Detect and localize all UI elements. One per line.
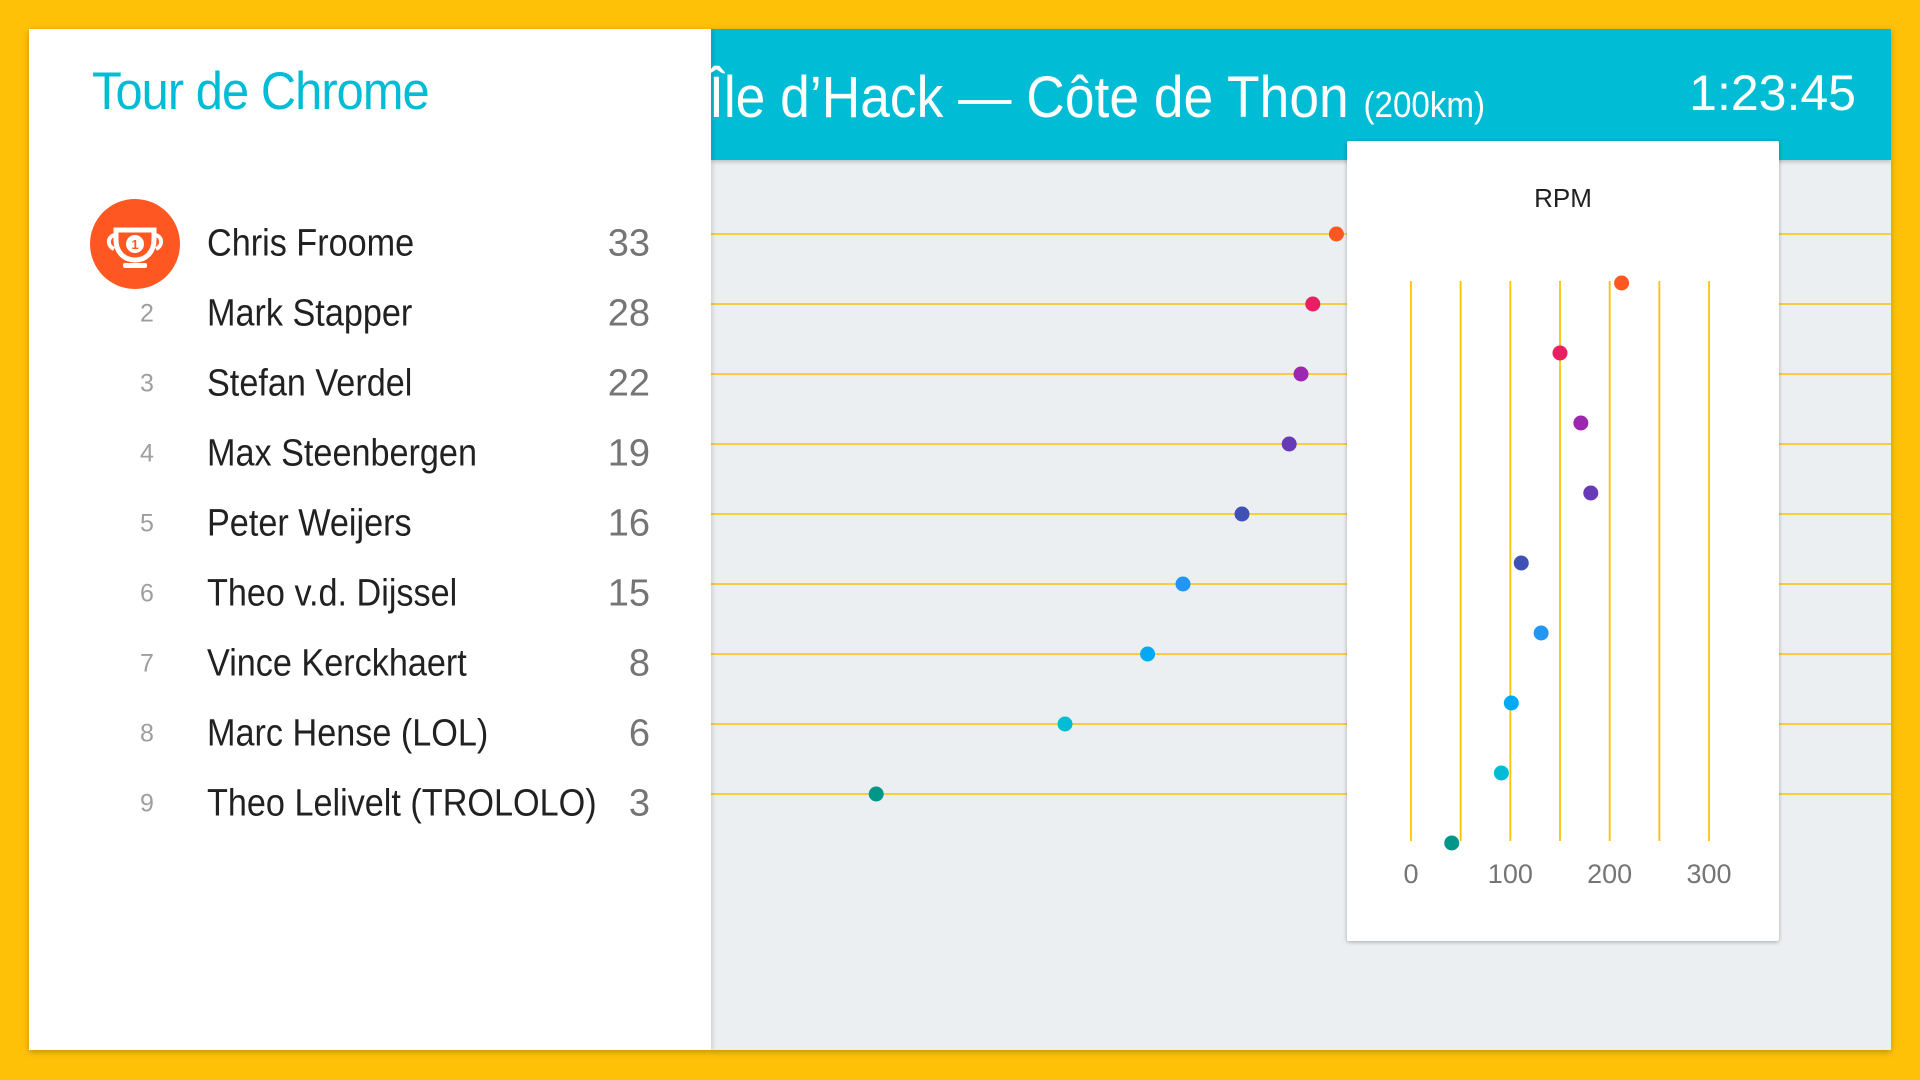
x-tick-label: 0 xyxy=(1403,859,1418,889)
rider-score: 15 xyxy=(607,572,650,615)
rider-score: 6 xyxy=(628,712,650,755)
rider-name: Mark Stapper xyxy=(207,292,413,335)
rider-score: 22 xyxy=(607,362,650,405)
stage-title: Île d’Hack — Côte de Thon (200km) xyxy=(709,64,1485,131)
rider-rank: 2 xyxy=(140,299,154,328)
rider-row[interactable]: 8 Marc Hense (LOL) 6 xyxy=(29,699,711,769)
rider-name: Stefan Verdel xyxy=(207,362,413,405)
stage-distance: (200km) xyxy=(1363,84,1485,125)
stage-name: Île d’Hack — Côte de Thon xyxy=(709,65,1349,130)
rider-score: 8 xyxy=(628,642,650,685)
race-track-lines xyxy=(711,226,1891,802)
rider-rank: 7 xyxy=(140,649,154,678)
rider-position-marker[interactable] xyxy=(1293,366,1309,382)
rider-rank: 3 xyxy=(140,369,154,398)
rpm-point xyxy=(1614,275,1630,291)
rider-position-marker[interactable] xyxy=(1305,296,1321,312)
rpm-chart: 0 100 200 300 xyxy=(1403,275,1732,889)
rider-row[interactable]: 1 Chris Froome 33 xyxy=(29,199,711,289)
rider-row[interactable]: 3 Stefan Verdel 22 xyxy=(29,349,711,419)
rider-position-marker[interactable] xyxy=(868,786,884,802)
rider-position-marker[interactable] xyxy=(1057,716,1073,732)
app-title: Tour de Chrome xyxy=(92,62,430,121)
rider-row[interactable]: 9 Theo Lelivelt (TROLOLO) 3 xyxy=(29,769,711,839)
race-timer: 1:23:45 xyxy=(1689,65,1856,121)
rpm-point xyxy=(1513,555,1529,571)
rider-position-marker[interactable] xyxy=(1140,646,1156,662)
rpm-point xyxy=(1583,485,1599,501)
rider-name: Chris Froome xyxy=(207,222,415,265)
rpm-point xyxy=(1533,625,1549,641)
rider-position-marker[interactable] xyxy=(1175,576,1191,592)
rider-score: 33 xyxy=(607,222,650,265)
rpm-point xyxy=(1552,345,1568,361)
leaderboard-panel: Tour de Chrome 1 Chris Froome 33 2 Mark Stap… xyxy=(29,29,711,1050)
rider-score: 3 xyxy=(628,782,650,825)
rider-rank: 5 xyxy=(140,509,154,538)
rider-rank: 4 xyxy=(140,439,154,468)
x-tick-label: 200 xyxy=(1587,859,1632,889)
rider-position-marker[interactable] xyxy=(1281,436,1297,452)
rider-position-marker[interactable] xyxy=(1234,506,1250,522)
rider-score: 28 xyxy=(607,292,650,335)
rider-row[interactable]: 6 Theo v.d. Dijssel 15 xyxy=(29,559,711,629)
rpm-chart-card: RPM 0 100 200 300 xyxy=(1347,141,1779,941)
rider-row[interactable]: 2 Mark Stapper 28 xyxy=(29,279,711,349)
rider-rank: 9 xyxy=(140,789,154,818)
rpm-point xyxy=(1493,765,1509,781)
rider-name: Theo Lelivelt (TROLOLO) xyxy=(207,782,597,825)
rpm-point xyxy=(1503,695,1519,711)
chart-title: RPM xyxy=(1534,183,1592,213)
rider-position-marker[interactable] xyxy=(1328,226,1344,242)
rider-row[interactable]: 7 Vince Kerckhaert 8 xyxy=(29,629,711,699)
rider-score: 16 xyxy=(607,502,650,545)
rider-row[interactable]: 4 Max Steenbergen 19 xyxy=(29,419,711,489)
trophy-rank-label: 1 xyxy=(131,237,138,252)
app-frame: Île d’Hack — Côte de Thon (200km) 1:23:4… xyxy=(29,29,1891,1050)
rider-name: Marc Hense (LOL) xyxy=(207,712,489,755)
rider-name: Theo v.d. Dijssel xyxy=(207,572,458,615)
rider-name: Peter Weijers xyxy=(207,502,412,545)
rider-rank: 6 xyxy=(140,579,154,608)
x-tick-label: 100 xyxy=(1488,859,1533,889)
rpm-point xyxy=(1444,835,1460,851)
stage-header xyxy=(711,29,1891,160)
trophy-icon: 1 xyxy=(90,199,180,289)
rider-rank: 8 xyxy=(140,719,154,748)
rider-row[interactable]: 5 Peter Weijers 16 xyxy=(29,489,711,559)
rider-name: Vince Kerckhaert xyxy=(207,642,467,685)
rider-score: 19 xyxy=(607,432,650,475)
rider-name: Max Steenbergen xyxy=(207,432,477,475)
rpm-point xyxy=(1573,415,1589,431)
x-tick-label: 300 xyxy=(1686,859,1731,889)
